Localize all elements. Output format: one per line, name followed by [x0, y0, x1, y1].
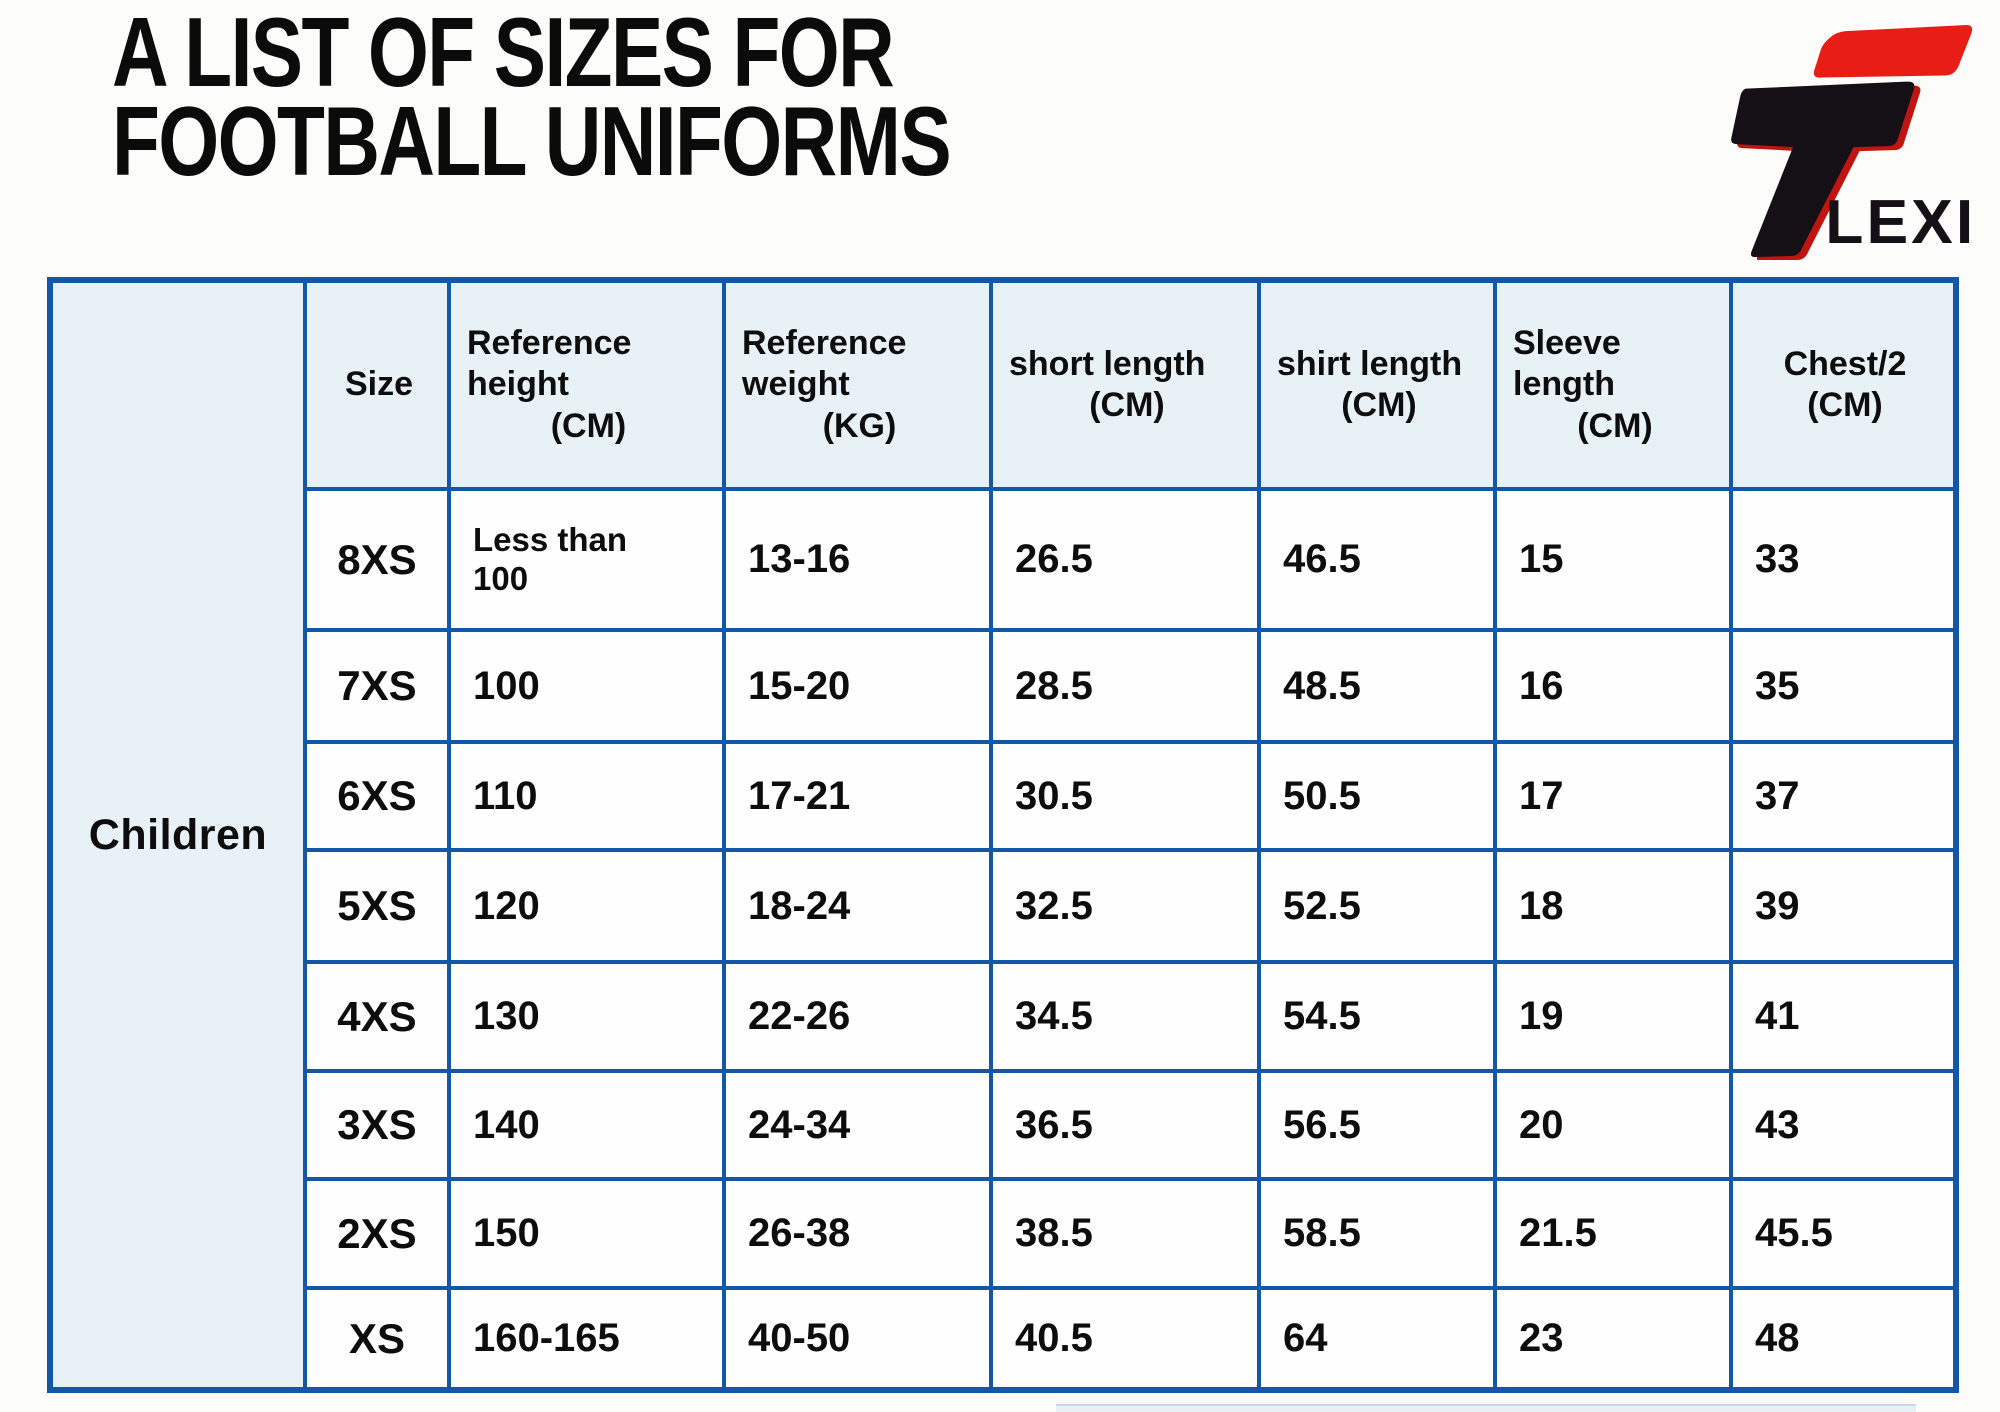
logo-red-bar — [1813, 25, 1973, 78]
shirt-length-cell: 64 — [1257, 1286, 1497, 1392]
header-short-length-label: short length — [1009, 344, 1206, 383]
size-cell: 3XS — [303, 1069, 451, 1181]
shirt-length-cell: 54.5 — [1257, 960, 1497, 1073]
sleeve-length-cell: 20 — [1493, 1069, 1733, 1181]
logo-t-black — [1731, 81, 1915, 258]
title-line-2: FOOTBALL UNIFORMS — [112, 86, 952, 196]
page-title: A LIST OF SIZES FOR FOOTBALL UNIFORMS — [112, 0, 952, 196]
header-sleeve-length-label: Sleeve length — [1513, 323, 1621, 404]
short-length-cell: 28.5 — [989, 628, 1261, 744]
short-length-cell: 32.5 — [989, 848, 1261, 964]
height-cell: 140 — [447, 1069, 726, 1181]
weight-cell: 18-24 — [722, 848, 993, 964]
table-row-3xs: 3XS 140 24-34 36.5 56.5 20 43 — [50, 1069, 1958, 1181]
table-row-6xs: 6XS 110 17-21 30.5 50.5 17 37 — [50, 740, 1958, 852]
header-sleeve-length-unit: (CM) — [1577, 406, 1653, 445]
size-cell: 8XS — [303, 487, 451, 632]
size-cell: XS — [303, 1286, 451, 1392]
table-row-5xs: 5XS 120 18-24 32.5 52.5 18 39 — [50, 848, 1958, 964]
weight-cell: 13-16 — [722, 487, 993, 632]
children-group-cell: Children — [48, 278, 307, 1392]
height-cell: 130 — [447, 960, 726, 1073]
height-cell-text: Less than 100 — [473, 520, 628, 597]
header-short-length-unit: (CM) — [1089, 386, 1165, 424]
chest-cell: 41 — [1729, 960, 1958, 1073]
shirt-length-cell: 50.5 — [1257, 740, 1497, 852]
table-row-7xs: 7XS 100 15-20 28.5 48.5 16 35 — [50, 628, 1958, 744]
weight-cell: 40-50 — [722, 1286, 993, 1392]
title-line-1: A LIST OF SIZES FOR — [112, 0, 895, 107]
short-length-cell: 40.5 — [989, 1286, 1261, 1392]
chest-cell: 37 — [1729, 740, 1958, 852]
shirt-length-cell: 56.5 — [1257, 1069, 1497, 1181]
header-reference-height-unit: (CM) — [550, 406, 627, 445]
weight-cell: 24-34 — [722, 1069, 993, 1181]
table-row-4xs: 4XS 130 22-26 34.5 54.5 19 41 — [50, 960, 1958, 1073]
short-length-cell: 38.5 — [989, 1177, 1261, 1290]
chest-cell: 45.5 — [1729, 1177, 1958, 1290]
next-section-hint — [1056, 1404, 1916, 1412]
height-cell: 120 — [447, 848, 726, 964]
sleeve-length-cell: 17 — [1493, 740, 1733, 852]
weight-cell: 22-26 — [722, 960, 993, 1073]
shirt-length-cell: 52.5 — [1257, 848, 1497, 964]
height-cell: Less than 100 — [447, 487, 726, 632]
chest-cell: 33 — [1729, 487, 1958, 632]
header-reference-weight-unit: (KG) — [822, 406, 897, 445]
sleeve-length-cell: 18 — [1493, 848, 1733, 964]
sleeve-length-cell: 21.5 — [1493, 1177, 1733, 1290]
short-length-cell: 30.5 — [989, 740, 1261, 852]
short-length-cell: 26.5 — [989, 487, 1261, 632]
chest-cell: 35 — [1729, 628, 1958, 744]
height-cell: 110 — [447, 740, 726, 852]
size-cell: 2XS — [303, 1177, 451, 1290]
weight-cell: 26-38 — [722, 1177, 993, 1290]
height-cell: 160-165 — [447, 1286, 726, 1392]
table-row-2xs: 2XS 150 26-38 38.5 58.5 21.5 45.5 — [50, 1177, 1958, 1290]
header-size: Size — [303, 278, 451, 491]
logo-wordmark: LEXI — [1825, 187, 1976, 257]
header-shirt-length-label: shirt length — [1277, 344, 1463, 383]
short-length-cell: 36.5 — [989, 1069, 1261, 1181]
header-size-label: Size — [344, 365, 414, 404]
chest-cell: 39 — [1729, 848, 1958, 964]
chest-cell: 43 — [1729, 1069, 1958, 1181]
sleeve-length-cell: 16 — [1493, 628, 1733, 744]
short-length-cell: 34.5 — [989, 960, 1261, 1073]
table-row-8xs: 8XS Less than 100 13-16 26.5 46.5 15 33 — [50, 487, 1958, 632]
brand-logo: LEXI — [1718, 8, 1986, 260]
header-reference-height: Reference height (CM) — [447, 278, 726, 491]
header-reference-weight: Reference weight (KG) — [722, 278, 993, 491]
table-row-xs: XS 160-165 40-50 40.5 64 23 48 — [50, 1286, 1958, 1392]
header-chest: Chest/2 (CM) — [1729, 278, 1958, 491]
header-chest-unit: (CM) — [1807, 386, 1883, 424]
height-cell: 100 — [447, 628, 726, 744]
chest-cell: 48 — [1729, 1286, 1958, 1392]
weight-cell: 15-20 — [722, 628, 993, 744]
height-cell: 150 — [447, 1177, 726, 1290]
header-reference-weight-label: Reference weight — [742, 323, 907, 404]
header-chest-label: Chest/2 — [1783, 344, 1907, 383]
sleeve-length-cell: 15 — [1493, 487, 1733, 632]
header-short-length: short length (CM) — [989, 278, 1261, 491]
shirt-length-cell: 58.5 — [1257, 1177, 1497, 1290]
header-reference-height-label: Reference height — [467, 323, 632, 404]
weight-cell: 17-21 — [722, 740, 993, 852]
table-header-row: Children Size Reference height (CM) Refe… — [48, 278, 1958, 1392]
shirt-length-cell: 48.5 — [1257, 628, 1497, 744]
logo-t-icon: LEXI — [1731, 25, 1976, 260]
size-table: Children Size Reference height (CM) Refe… — [47, 277, 1959, 1393]
size-cell: 5XS — [303, 848, 451, 964]
sleeve-length-cell: 23 — [1493, 1286, 1733, 1392]
header-shirt-length: shirt length (CM) — [1257, 278, 1497, 491]
header-sleeve-length: Sleeve length (CM) — [1493, 278, 1733, 491]
shirt-length-cell: 46.5 — [1257, 487, 1497, 632]
size-cell: 6XS — [303, 740, 451, 852]
header-shirt-length-unit: (CM) — [1341, 386, 1417, 424]
size-cell: 4XS — [303, 960, 451, 1073]
sleeve-length-cell: 19 — [1493, 960, 1733, 1073]
size-cell: 7XS — [303, 628, 451, 744]
